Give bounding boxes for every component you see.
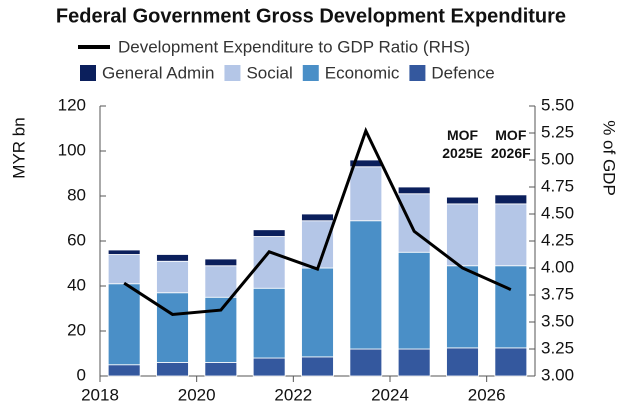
y-tick-label: 120 [58,95,86,114]
bar-segment [397,348,431,377]
bar-segment [301,356,334,377]
legend-label: Social [246,63,292,82]
bar-segment [107,254,141,285]
x-tick-label: 2018 [81,385,119,404]
annotation: MOF 2025E [442,127,482,161]
legend-label: Defence [431,63,494,82]
bar-segment [156,362,189,377]
bar-segment [156,292,189,363]
legend-swatch [224,65,241,81]
y2-tick-label: 3.75 [541,284,574,303]
bar-segment [397,186,431,195]
bar-segment [349,220,383,350]
legend-label: Economic [325,63,400,82]
bar-segment [252,236,286,289]
y2-tick-label: 4.00 [541,257,574,276]
y2-axis-label: % of GDP [600,120,619,196]
legend-swatch [302,65,319,81]
bar-segment [397,193,431,253]
x-tick-label: 2020 [178,385,216,404]
y2-tick-label: 5.50 [541,95,574,114]
bar-segment [494,203,528,267]
annotation-line: MOF [447,127,479,143]
bar-segment [204,258,238,267]
y-tick-label: 60 [67,230,86,249]
bar-segment [107,283,141,366]
bar-segment [494,194,528,205]
y2-tick-label: 3.50 [541,311,574,330]
bar-segment [446,265,479,349]
x-tick-label: 2022 [274,385,312,404]
bar-segment [107,364,141,377]
legend-swatch [409,65,426,81]
legend-label: General Admin [102,63,214,82]
bar-segment [349,348,383,377]
line-series [123,126,512,316]
y-axis-label: MYR bn [9,117,28,178]
bar-segment [446,203,479,267]
bar-segment [252,287,286,359]
x-tick-label: 2024 [371,385,409,404]
y2-tick-label: 3.00 [541,365,574,384]
bar-segment [204,296,238,363]
bar-segment [349,166,383,222]
bar-segment [494,347,528,377]
annotation-line: 2025E [442,145,482,161]
y2-tick-label: 3.25 [541,338,574,357]
bar-segment [156,254,189,262]
y2-tick-label: 4.50 [541,203,574,222]
legend-label: Development Expenditure to GDP Ratio (RH… [118,37,470,56]
bar-segment [446,347,479,377]
bar-segment [494,265,528,349]
annotation-line: 2026F [491,145,531,161]
bar-segment [301,267,334,358]
y-tick-label: 100 [58,140,86,159]
y-tick-label: 80 [67,185,86,204]
bar-segment [301,213,334,222]
bar-segment [252,229,286,237]
annotation-line: MOF [495,127,527,143]
bar-segment [107,249,141,255]
y2-tick-label: 5.00 [541,149,574,168]
y2-tick-label: 5.25 [541,122,574,141]
y-tick-label: 0 [77,365,86,384]
y2-tick-label: 4.25 [541,230,574,249]
legend-swatch [80,65,96,81]
bar-segment [397,251,431,350]
chart-title: Federal Government Gross Development Exp… [56,5,566,27]
bar-segment [156,260,189,294]
y-tick-label: 40 [67,275,86,294]
bar-segment [252,357,286,377]
x-tick-label: 2026 [468,385,506,404]
y-tick-label: 20 [67,320,86,339]
y2-tick-label: 4.75 [541,176,574,195]
bar-segment [301,220,334,269]
bar-segment [204,265,238,298]
bar-segment [204,362,238,377]
annotation: MOF 2026F [491,127,531,161]
bar-segment [446,196,479,205]
